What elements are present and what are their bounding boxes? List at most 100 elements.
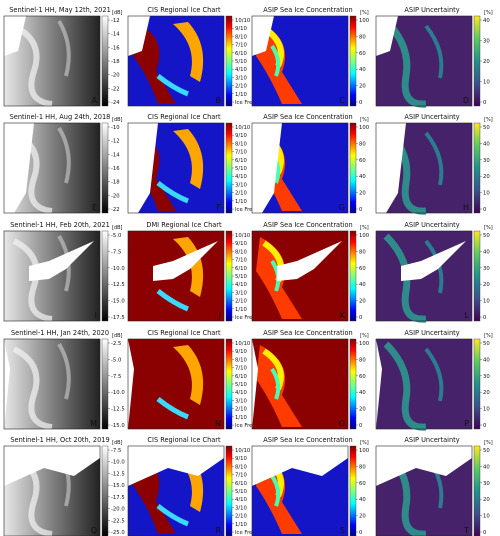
colorbar xyxy=(101,15,109,107)
colorbar-tick-label: 0 xyxy=(483,315,487,321)
land-mask xyxy=(252,123,282,213)
colorbar xyxy=(349,338,357,430)
colorbar-tick-label: 100 xyxy=(359,125,370,131)
panel: ASIP Sea Ice Concentration G 100 80 60 40 20 0 [… xyxy=(251,113,370,214)
figure-row: Sentinel-1 HH, Aug 24th, 2018 E -10 -12 -14 -… xyxy=(3,113,493,215)
ice-patch xyxy=(270,44,281,77)
colorbar-tick-label: 80 xyxy=(359,141,366,147)
colorbar-tick-label: 0 xyxy=(483,207,487,213)
colorbar-tick-label: 20 xyxy=(483,174,490,180)
panel-letter: R xyxy=(215,526,221,535)
colorbar-tick-label: 50 xyxy=(483,341,490,347)
uncertainty-band xyxy=(383,18,427,108)
colorbar-tick-label: 0 xyxy=(359,100,363,106)
colorbar-tick-label: -15.0 xyxy=(111,483,125,489)
colorbar-tick-label: 100 xyxy=(359,18,370,24)
colorbar-tick-label: 40 xyxy=(483,18,490,24)
panel: ASIP Sea Ice Concentration O 100 80 60 40 20 0 [… xyxy=(251,329,370,430)
sar-ice-streak xyxy=(57,19,71,77)
colorbar-unit: [%] xyxy=(360,117,369,123)
sar-ice-streak xyxy=(12,346,53,430)
panel-frame xyxy=(3,445,101,536)
panel-frame xyxy=(127,445,225,536)
panel-letter: A xyxy=(92,96,98,105)
colorbar-tick-label: -17.5 xyxy=(111,495,125,501)
panel-letter: Q xyxy=(91,526,97,535)
ice-patch xyxy=(156,74,189,97)
colorbar-tick-label: 20 xyxy=(359,299,366,305)
colorbar-tick-label: -12 xyxy=(111,139,120,145)
panel: ASIP Uncertainty P 50 40 30 20 10 0 [%] xyxy=(375,329,493,431)
colorbar-unit: [%] xyxy=(360,10,369,16)
colorbar-tick-label: -22 xyxy=(111,207,120,213)
colorbar-tick-label: 100 xyxy=(359,341,370,347)
panel-letter: H xyxy=(463,203,469,212)
colorbar xyxy=(225,15,233,107)
colorbar-unit: [dB] xyxy=(112,10,123,16)
panel-frame xyxy=(3,15,101,107)
colorbar-tick-label: 40 xyxy=(483,141,490,147)
land-mask xyxy=(401,241,466,281)
colorbar-tick-label: 3/10 xyxy=(235,398,248,404)
panel-frame xyxy=(127,230,225,322)
sar-ice-streak xyxy=(12,238,53,322)
colorbar-tick-label: 3/10 xyxy=(235,505,248,511)
colorbar-tick-label: 60 xyxy=(359,158,366,164)
panel: Sentinel-1 HH, Aug 24th, 2018 E -10 -12 -14 -… xyxy=(3,113,123,214)
colorbar-tick-label: 0 xyxy=(483,530,487,536)
colorbar-tick-label: 40 xyxy=(359,282,366,288)
land-mask xyxy=(252,16,274,56)
panel: CIS Regional Ice Chart N 10/10 9/10 8/10 7/10… xyxy=(127,329,256,430)
panel-frame xyxy=(127,122,225,214)
colorbar-tick-label: 9/10 xyxy=(235,133,248,139)
panel: ASIP Sea Ice Concentration C 100 80 60 40 20 0 [… xyxy=(251,6,370,107)
colorbar-tick-label: 8/10 xyxy=(235,464,248,470)
sar-ice-streak xyxy=(57,126,71,184)
colorbar-tick-label: Ice Free xyxy=(235,530,256,536)
colorbar-unit: [%] xyxy=(360,333,369,339)
colorbar-tick-label: 50 xyxy=(483,233,490,239)
colorbar-tick-label: 20 xyxy=(359,84,366,90)
panel-frame xyxy=(251,230,349,322)
colorbar-unit: [%] xyxy=(484,117,493,123)
colorbar-tick-label: 20 xyxy=(483,59,490,65)
colorbar-tick-label: 80 xyxy=(359,464,366,470)
colorbar-tick-label: -2.5 xyxy=(111,341,121,347)
panel-letter: C xyxy=(339,96,345,105)
colorbar-tick-label: -18 xyxy=(111,59,120,65)
land-mask xyxy=(252,339,258,429)
land-mask xyxy=(4,339,10,429)
colorbar-tick-label: 10/10 xyxy=(235,125,251,131)
colorbar-tick-label: 1/10 xyxy=(235,307,248,313)
panel-frame xyxy=(375,15,473,107)
colorbar-tick-label: 1/10 xyxy=(235,92,248,98)
colorbar-tick-label: -20 xyxy=(111,73,120,79)
colorbar-tick-label: -15.0 xyxy=(111,299,125,305)
figure-row: Sentinel-1 HH, Oct 20th, 2019 Q -7.5 -10.0 -… xyxy=(3,436,493,536)
panel-letter: S xyxy=(340,526,345,535)
colorbar-tick-label: 30 xyxy=(483,158,490,164)
colorbar-tick-label: -20.0 xyxy=(111,507,125,513)
figure-row: Sentinel-1 HH, Jan 24th, 2020 M -2.5 -5.0 -7… xyxy=(3,329,493,431)
land-mask xyxy=(128,339,134,429)
colorbar-tick-label: 5/10 xyxy=(235,166,248,172)
colorbar-unit: [dB] xyxy=(112,117,123,123)
panel-frame xyxy=(375,122,473,214)
panel-title: ASIP Sea Ice Concentration xyxy=(263,221,352,229)
panel-title: Sentinel-1 HH, Aug 24th, 2018 xyxy=(10,113,111,121)
colorbar-tick-label: 5/10 xyxy=(235,489,248,495)
colorbar-unit: [dB] xyxy=(112,440,123,446)
colorbar xyxy=(349,445,357,536)
colorbar xyxy=(349,122,357,214)
colorbar-tick-label: -5.0 xyxy=(111,233,122,239)
colorbar-tick-label: 0 xyxy=(359,530,363,536)
ice-patch xyxy=(156,397,189,420)
colorbar-tick-label: 6/10 xyxy=(235,374,248,380)
colorbar-tick-label: 40 xyxy=(359,67,366,73)
colorbar-tick-label: -10.0 xyxy=(111,460,125,466)
colorbar-tick-label: -14 xyxy=(111,152,120,158)
colorbar-tick-label: -17.5 xyxy=(111,315,125,321)
colorbar-unit: [%] xyxy=(360,225,369,231)
ice-patch xyxy=(156,289,189,312)
